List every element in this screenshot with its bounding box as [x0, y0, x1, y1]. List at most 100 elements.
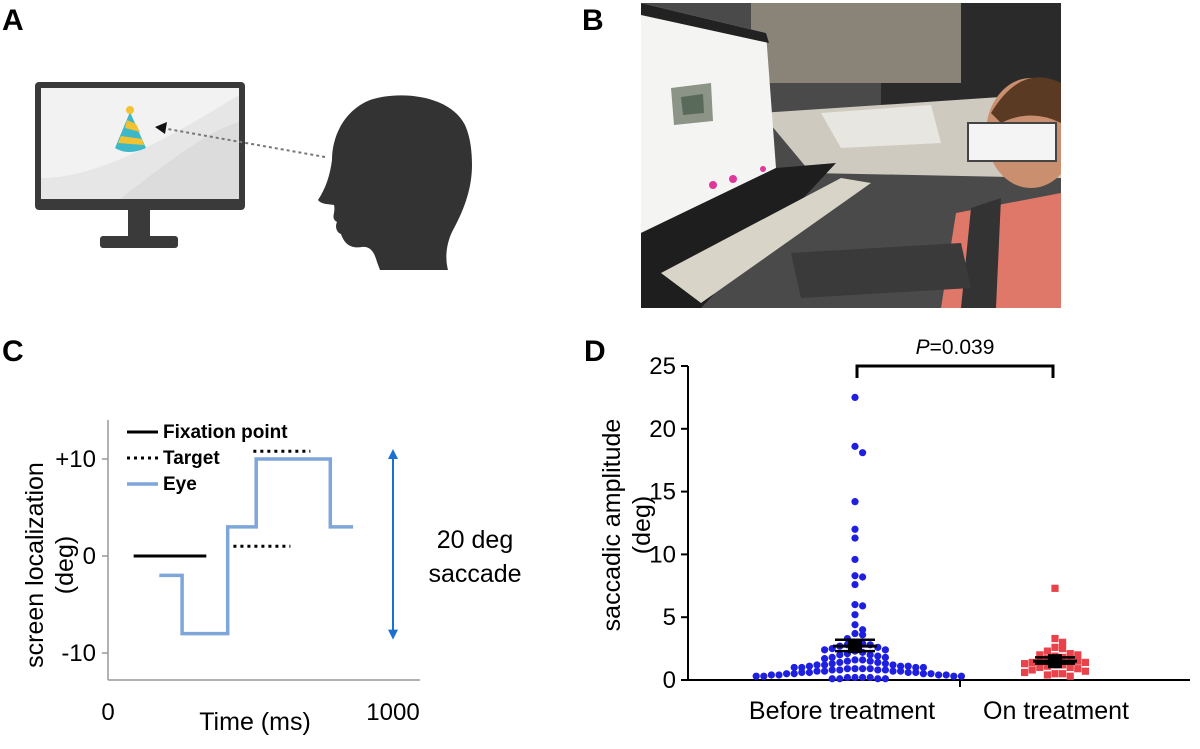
- photo-child-at-eye-tracker: [641, 3, 1061, 308]
- before-treatment-point: [767, 671, 775, 679]
- before-treatment-point: [942, 671, 950, 679]
- before-treatment-point: [836, 658, 844, 667]
- before-treatment-point: [866, 657, 874, 665]
- before-treatment-point: [897, 667, 905, 675]
- before-treatment-point: [859, 631, 867, 639]
- before-treatment-point: [851, 498, 859, 506]
- before-treatment-point: [866, 665, 874, 673]
- c-x-axis-title: Time (ms): [199, 708, 311, 736]
- on-treatment-point: [1066, 663, 1074, 672]
- before-treatment-point: [828, 653, 836, 661]
- on-treatment-point: [1059, 661, 1067, 669]
- illustration-child-viewing-monitor: [35, 82, 472, 270]
- on-treatment-point: [1043, 671, 1051, 679]
- on-treatment-point: [1043, 662, 1051, 670]
- before-treatment-point: [813, 661, 821, 669]
- c-y-axis-title-line-2: (deg): [51, 536, 79, 594]
- before-treatment-point: [919, 663, 927, 672]
- on-treatment-point: [1059, 645, 1067, 653]
- c-y-tick-label: 0: [83, 543, 96, 570]
- d-y-tick-label: 0: [663, 667, 676, 694]
- saccade-timeline-chart: +10 0 -10 0 1000 Fixation point Target Eye sc…: [21, 420, 522, 736]
- panel-letter-a: A: [2, 4, 24, 37]
- panel-letter-d: D: [584, 335, 606, 368]
- d-y-tick-label: 20: [649, 416, 676, 443]
- before-treatment-point: [843, 673, 851, 682]
- before-treatment-point: [851, 629, 859, 638]
- on-treatment-point: [1043, 647, 1051, 655]
- before-treatment-point: [904, 668, 912, 677]
- on-treatment-point: [1051, 670, 1059, 678]
- before-treatment-point: [851, 534, 859, 542]
- eye-trace-line: [159, 457, 354, 636]
- face-privacy-box: [967, 122, 1057, 162]
- before-treatment-point: [805, 662, 813, 670]
- on-treatment-point: [1074, 651, 1082, 659]
- before-treatment-point: [859, 626, 867, 634]
- c-y-tick-label: +10: [55, 446, 96, 473]
- saccade-range-annotation: 20 deg saccade: [388, 449, 522, 640]
- before-treatment-point: [851, 621, 859, 629]
- on-treatment-point: [1074, 665, 1082, 673]
- panel-letter-c: C: [2, 335, 24, 368]
- before-treatment-point: [798, 668, 806, 677]
- on-treatment-point: [1066, 672, 1074, 680]
- before-treatment-point: [950, 672, 958, 680]
- before-treatment-point: [919, 670, 927, 678]
- on-treatment-point: [1051, 634, 1059, 643]
- before-treatment-point: [859, 573, 867, 581]
- before-treatment-point: [851, 601, 859, 609]
- on-treatment-point: [1028, 658, 1036, 667]
- before-treatment-point: [859, 656, 867, 664]
- before-treatment-point: [851, 525, 859, 533]
- d-y-tick-label: 25: [649, 353, 676, 380]
- d-y-tick-label: 10: [649, 541, 676, 568]
- on-treatment-point: [1028, 666, 1036, 674]
- on-treatment-point: [1043, 655, 1051, 663]
- before-treatment-point: [805, 668, 813, 677]
- before-treatment-point: [828, 675, 836, 683]
- before-treatment-point: [851, 572, 859, 580]
- before-treatment-point: [851, 393, 859, 401]
- before-treatment-point: [851, 555, 859, 564]
- on-treatment-point: [1066, 650, 1074, 658]
- before-treatment-point: [881, 666, 889, 674]
- on-treatment-point: [1051, 643, 1059, 651]
- before-treatment-point: [881, 675, 889, 683]
- on-treatment-point: [1074, 657, 1082, 665]
- annotation-line-2: saccade: [428, 560, 521, 588]
- before-treatment-point: [881, 653, 889, 661]
- before-treatment-point: [889, 667, 897, 675]
- legend-label: Eye: [163, 474, 197, 495]
- before-treatment-point: [790, 663, 798, 672]
- before-treatment-point: [874, 658, 882, 667]
- before-treatment-point: [760, 672, 768, 680]
- before-treatment-point: [821, 661, 829, 669]
- before-treatment-point: [859, 665, 867, 673]
- before-treatment-point: [821, 646, 829, 654]
- before-treatment-point: [836, 666, 844, 674]
- legend-label: Target: [163, 448, 220, 469]
- before-treatment-point: [790, 670, 798, 678]
- before-treatment-point: [859, 602, 867, 610]
- before-treatment-point: [957, 672, 965, 680]
- on-treatment-point: [1081, 667, 1089, 675]
- before-treatment-point: [821, 667, 829, 675]
- before-treatment-point: [874, 652, 882, 660]
- before-treatment-point: [843, 657, 851, 665]
- d-category-label: On treatment: [983, 697, 1129, 725]
- on-treatment-point: [1036, 651, 1044, 659]
- before-treatment-point: [866, 651, 874, 659]
- panel-letter-b: B: [582, 4, 604, 37]
- on-treatment-point: [1059, 670, 1067, 678]
- before-treatment-point: [927, 670, 935, 678]
- before-treatment-point: [828, 660, 836, 668]
- before-treatment-point: [874, 675, 882, 683]
- before-treatment-point: [783, 670, 791, 678]
- on-treatment-point: [1021, 668, 1029, 677]
- before-treatment-point: [821, 655, 829, 663]
- d-y-tick-label: 5: [663, 604, 676, 631]
- mean-marker: [848, 639, 862, 654]
- before-treatment-point: [851, 673, 859, 682]
